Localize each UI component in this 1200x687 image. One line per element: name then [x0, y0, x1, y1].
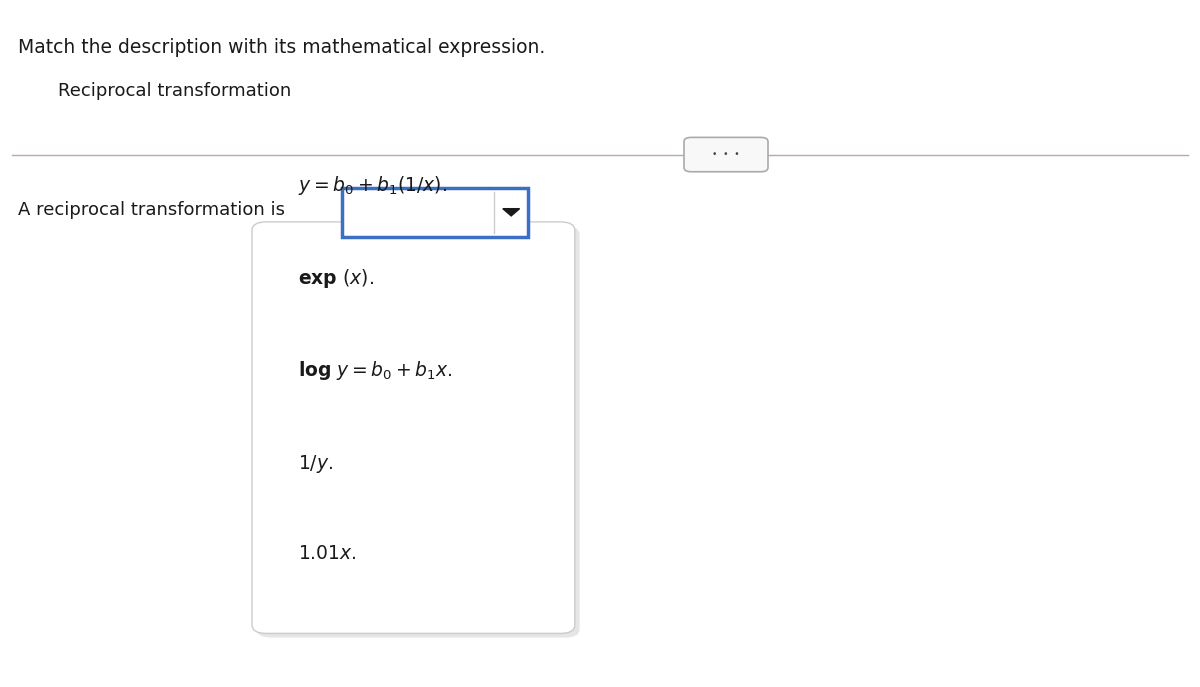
FancyBboxPatch shape [257, 226, 580, 638]
FancyBboxPatch shape [252, 222, 575, 633]
Text: $\mathbf{exp}\ (x).$: $\mathbf{exp}\ (x).$ [298, 267, 373, 290]
Text: Match the description with its mathematical expression.: Match the description with its mathemati… [18, 38, 545, 57]
Text: $\mathbf{log}\ y = b_0 + b_1x.$: $\mathbf{log}\ y = b_0 + b_1x.$ [298, 359, 452, 383]
Text: $1 / y.$: $1 / y.$ [298, 453, 332, 475]
Polygon shape [503, 209, 520, 216]
Text: $1.01x.$: $1.01x.$ [298, 543, 356, 563]
FancyBboxPatch shape [684, 137, 768, 172]
Text: •  •  •: • • • [712, 150, 740, 159]
Text: $y = b_0 + b_1(1 / x).$: $y = b_0 + b_1(1 / x).$ [298, 174, 446, 197]
Bar [342, 188, 528, 237]
Text: A reciprocal transformation is: A reciprocal transformation is [18, 201, 286, 218]
Text: Reciprocal transformation: Reciprocal transformation [58, 82, 290, 100]
